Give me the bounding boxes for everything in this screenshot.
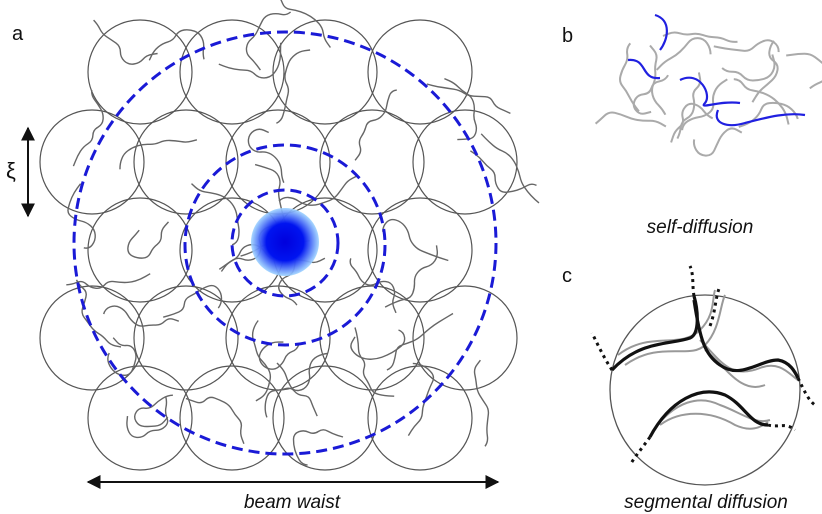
chain [77, 280, 122, 347]
xi-label: ξ [6, 158, 16, 183]
chain [663, 32, 738, 41]
chain [722, 55, 774, 81]
chain [94, 20, 158, 64]
chain [634, 75, 668, 114]
caption: self-diffusion [647, 217, 754, 238]
blob-circle [88, 366, 192, 470]
figure: a ξ beam waist b self-diffusion c segmen… [0, 0, 822, 514]
caption: beam waist [244, 492, 341, 513]
chain [355, 328, 394, 397]
chain [128, 222, 169, 258]
chain [269, 0, 330, 48]
blob-circle [40, 110, 144, 214]
chain [694, 128, 742, 155]
blob-circle [180, 20, 284, 124]
blob-circle [226, 286, 330, 390]
blob-circle [368, 20, 472, 124]
panel-label: b [562, 25, 573, 47]
chain [470, 151, 536, 192]
blob-circle [273, 20, 377, 124]
blob-circle [413, 286, 517, 390]
chain [246, 12, 290, 70]
chain [186, 397, 244, 443]
chain [596, 112, 666, 126]
chain [620, 43, 639, 111]
chain [383, 220, 449, 261]
panel-label: c [562, 265, 572, 287]
blob-circle [368, 366, 472, 470]
panel-label: a [12, 23, 24, 45]
polymer-chains [596, 32, 822, 155]
focal-spot [251, 208, 319, 276]
chain [253, 321, 271, 401]
chain [73, 90, 103, 166]
chain [219, 43, 281, 78]
chain [120, 140, 197, 170]
chain [408, 363, 433, 435]
blob-circle [320, 286, 424, 390]
chain [248, 129, 283, 182]
caption: segmental diffusion [624, 492, 788, 513]
chain [475, 360, 489, 446]
chain [734, 79, 789, 124]
chain [786, 54, 822, 89]
chain [68, 184, 95, 248]
chain [387, 314, 453, 371]
blob-circle [134, 286, 238, 390]
